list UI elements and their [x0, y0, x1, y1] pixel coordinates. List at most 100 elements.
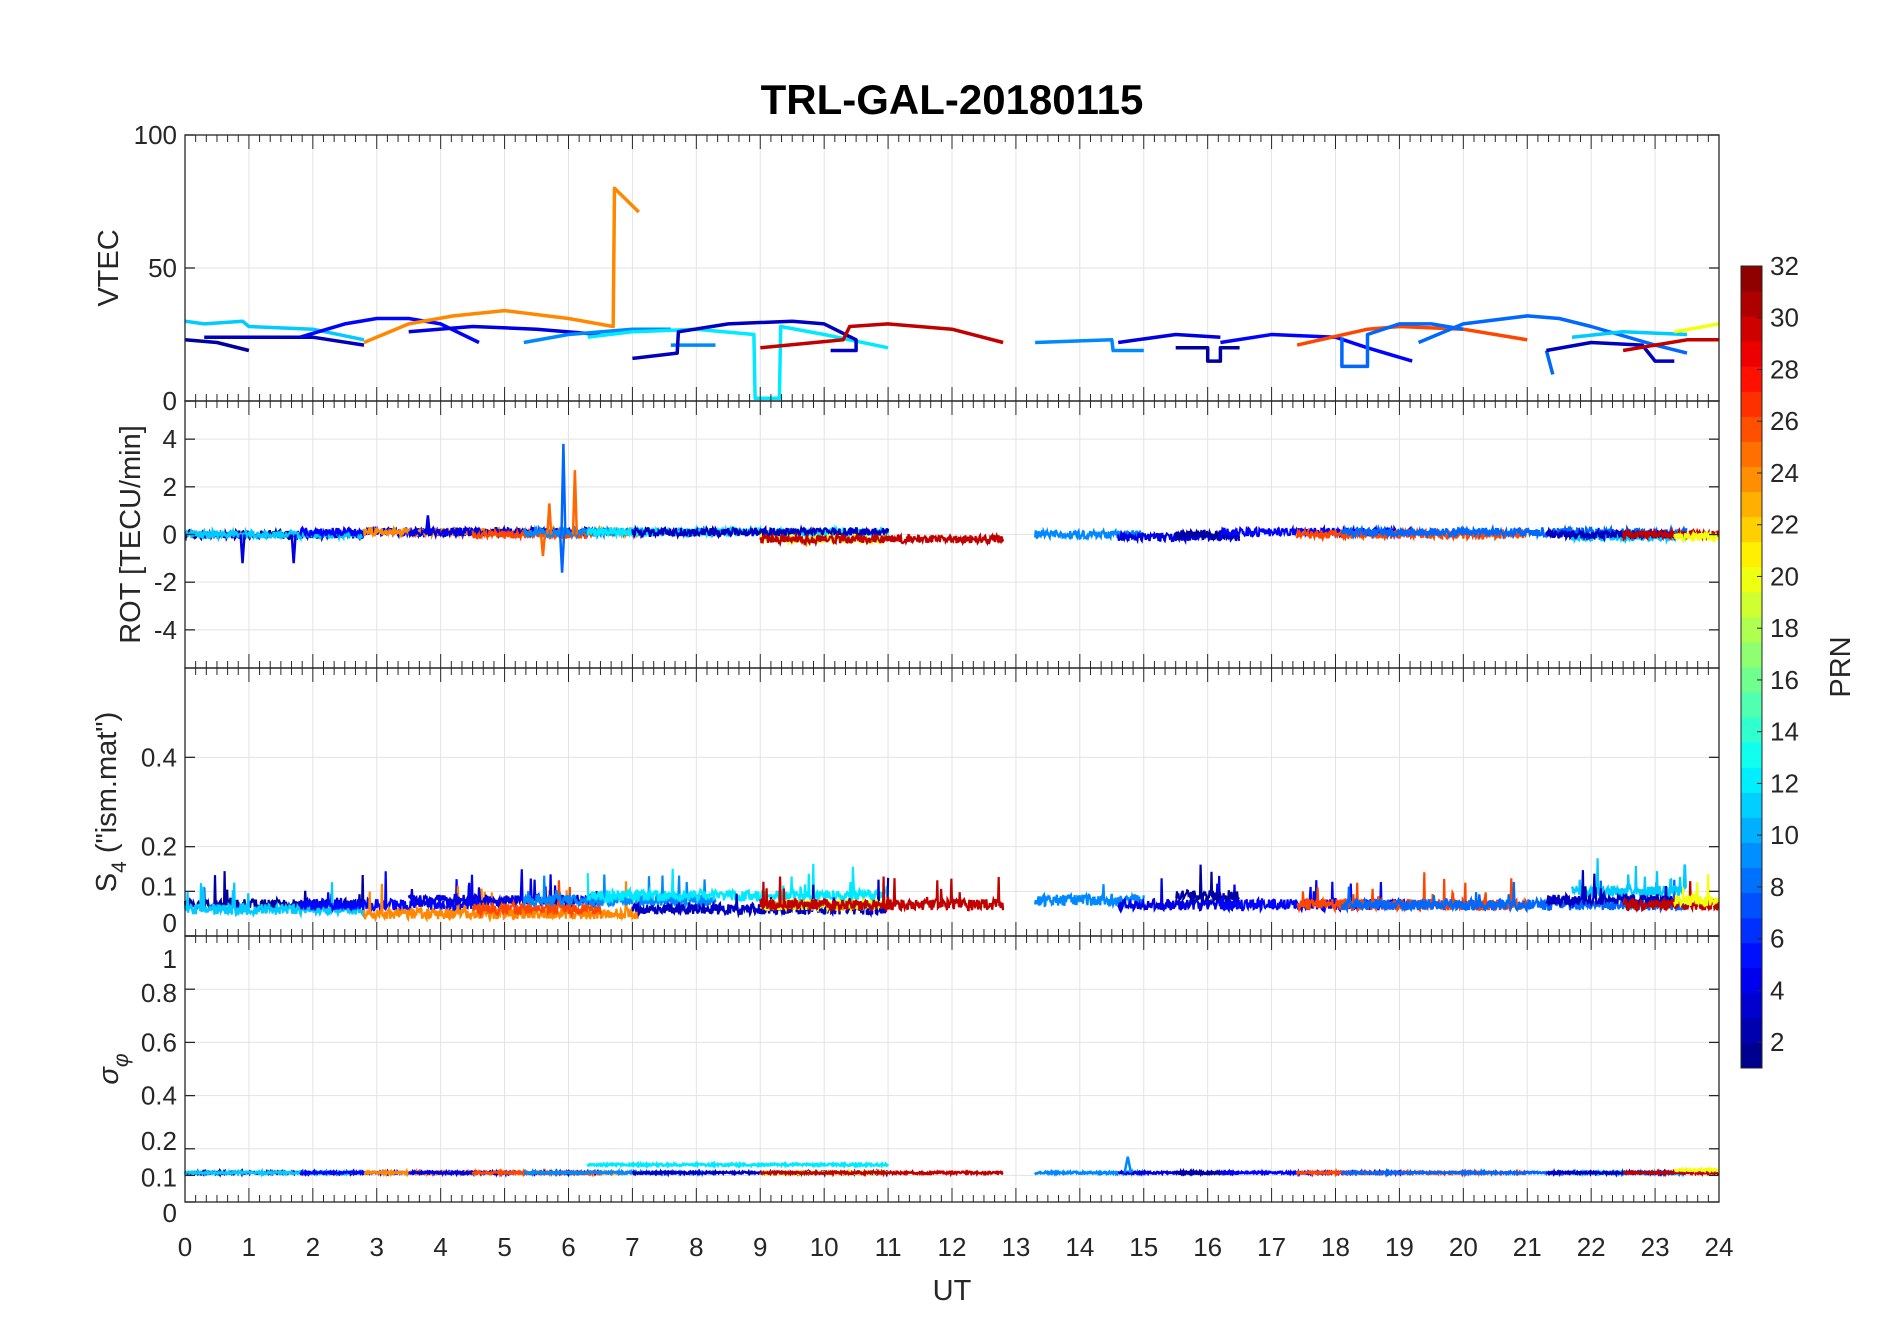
sigma-y-tick-label: 0.6 — [141, 1027, 177, 1057]
sigma-y-tick-label: 0.8 — [141, 978, 177, 1008]
vtec-line-prn-24 — [363, 186, 641, 345]
rot-spike-prn-25 — [546, 503, 553, 535]
x-tick-label: 6 — [561, 1232, 575, 1262]
x-tick-label: 20 — [1449, 1232, 1478, 1262]
x-tick-label: 0 — [178, 1232, 192, 1262]
colorbar-swatch — [1741, 667, 1762, 693]
sigma-y-tick-label: 0.1 — [141, 1162, 177, 1192]
vtec-line-prn-9 — [523, 327, 671, 345]
rot-line-prn-3 — [1545, 526, 1675, 543]
vtec-y-tick-label: 100 — [134, 120, 177, 150]
s4-line-prn-9 — [1034, 884, 1145, 910]
colorbar-swatch — [1741, 942, 1762, 969]
colorbar-tick-label: 2 — [1770, 1027, 1784, 1057]
sigma-line-prn-20 — [1673, 1166, 1720, 1174]
colorbar-swatch — [1741, 591, 1762, 618]
colorbar-swatch — [1741, 717, 1762, 743]
s4-line-prn-11 — [1570, 858, 1688, 901]
sigma-y-tick-label: 0.2 — [141, 1126, 177, 1156]
colorbar-tick-label: 18 — [1770, 613, 1799, 643]
colorbar-swatch — [1741, 817, 1762, 843]
rot-spike-prn-25 — [571, 470, 579, 535]
x-tick-label: 21 — [1513, 1232, 1542, 1262]
chart-title: TRL-GAL-20180115 — [761, 76, 1144, 123]
colorbar-swatch — [1741, 967, 1762, 994]
colorbar-swatch — [1741, 366, 1762, 392]
colorbar-swatch — [1741, 616, 1762, 643]
colorbar-tick-label: 8 — [1770, 872, 1784, 902]
x-tick-label: 9 — [753, 1232, 767, 1262]
colorbar-swatch — [1741, 641, 1762, 668]
colorbar-swatch — [1741, 341, 1762, 367]
sigma-line-prn-12 — [586, 1160, 890, 1170]
colorbar-swatch — [1741, 541, 1762, 568]
x-tick-label: 2 — [306, 1232, 320, 1262]
x-tick-label: 7 — [625, 1232, 639, 1262]
x-tick-label: 5 — [497, 1232, 511, 1262]
s4-line-prn-26 — [471, 880, 602, 919]
s4-line-prn-4 — [1117, 875, 1241, 915]
x-tick-label: 12 — [938, 1232, 967, 1262]
vtec-line-prn-30 — [760, 322, 1004, 350]
colorbar-swatch — [1741, 917, 1762, 944]
y-label-rest: ("ism.mat") — [91, 712, 123, 861]
colorbar-swatch — [1741, 441, 1762, 467]
colorbar-swatch — [1741, 1042, 1762, 1069]
sigma-y-tick-label: 0.4 — [141, 1081, 177, 1111]
colorbar-swatch — [1741, 566, 1762, 593]
x-tick-label: 22 — [1577, 1232, 1606, 1262]
x-axis-label: UT — [933, 1275, 972, 1307]
x-tick-label: 14 — [1065, 1232, 1094, 1262]
y-label-main: S — [91, 873, 123, 892]
sigma-spike-prn-9 — [1123, 1156, 1133, 1173]
x-tick-label: 1 — [242, 1232, 256, 1262]
colorbar-tick-label: 28 — [1770, 354, 1799, 384]
colorbar-swatch — [1741, 692, 1762, 718]
vtec-line-prn-26 — [1296, 324, 1528, 347]
vtec-line-prn-30 — [1622, 338, 1719, 353]
s4-line-prn-20 — [1673, 874, 1720, 909]
vtec-line-prn-3 — [632, 319, 858, 361]
sigma-y-tick-label: 0 — [163, 1198, 177, 1228]
colorbar-swatch — [1741, 992, 1762, 1019]
colorbar-tick-label: 32 — [1770, 251, 1799, 281]
x-tick-label: 8 — [689, 1232, 703, 1262]
s4-y-tick-label: 0.4 — [141, 742, 177, 772]
rot-y-tick-label: -2 — [154, 567, 177, 597]
x-tick-label: 4 — [433, 1232, 447, 1262]
vtec-line-prn-4 — [1117, 332, 1221, 345]
s4-line-prn-2 — [1175, 864, 1240, 906]
sigma-line-prn-30 — [1623, 1167, 1720, 1178]
rot-y-tick-label: 4 — [163, 424, 177, 454]
vtec-line-prn-5 — [1220, 332, 1413, 363]
colorbar-tick-label: 22 — [1770, 510, 1799, 540]
vtec-line-prn-4 — [408, 324, 601, 337]
rot-y-tick-label: 0 — [163, 520, 177, 550]
colorbar-tick-label: 26 — [1770, 406, 1799, 436]
x-tick-label: 17 — [1257, 1232, 1286, 1262]
vtec-line-prn-2 — [1175, 346, 1240, 363]
colorbar-swatch — [1741, 266, 1762, 292]
s4-y-tick-label: 0.1 — [141, 871, 177, 901]
vtec-line-prn-20 — [1673, 322, 1720, 334]
x-tick-label: 13 — [1001, 1232, 1030, 1262]
rot-line-prn-20 — [1673, 529, 1720, 544]
colorbar-tick-label: 10 — [1770, 820, 1799, 850]
s4-line-prn-30 — [759, 876, 1005, 913]
s4-y-axis-label: S4 ("ism.mat") — [91, 712, 131, 893]
colorbar-label: PRN — [1825, 636, 1857, 697]
rot-y-tick-label: -4 — [154, 615, 177, 645]
vtec-y-tick-label: 0 — [163, 386, 177, 416]
sigma-y-tick-label: 1 — [163, 944, 177, 974]
colorbar-swatch — [1741, 416, 1762, 442]
vtec-line-prn-3 — [1546, 340, 1675, 363]
sigma-y-axis-label: σφ — [93, 1053, 133, 1085]
x-tick-label: 19 — [1385, 1232, 1414, 1262]
colorbar-swatch — [1741, 767, 1762, 793]
vtec-y-axis-label: VTEC — [93, 229, 125, 306]
colorbar-swatch — [1741, 892, 1762, 919]
vtec-line-prn-2 — [184, 338, 250, 353]
rot-spike-prn-8 — [560, 443, 567, 535]
s4-y-tick-label: 0.2 — [141, 832, 177, 862]
